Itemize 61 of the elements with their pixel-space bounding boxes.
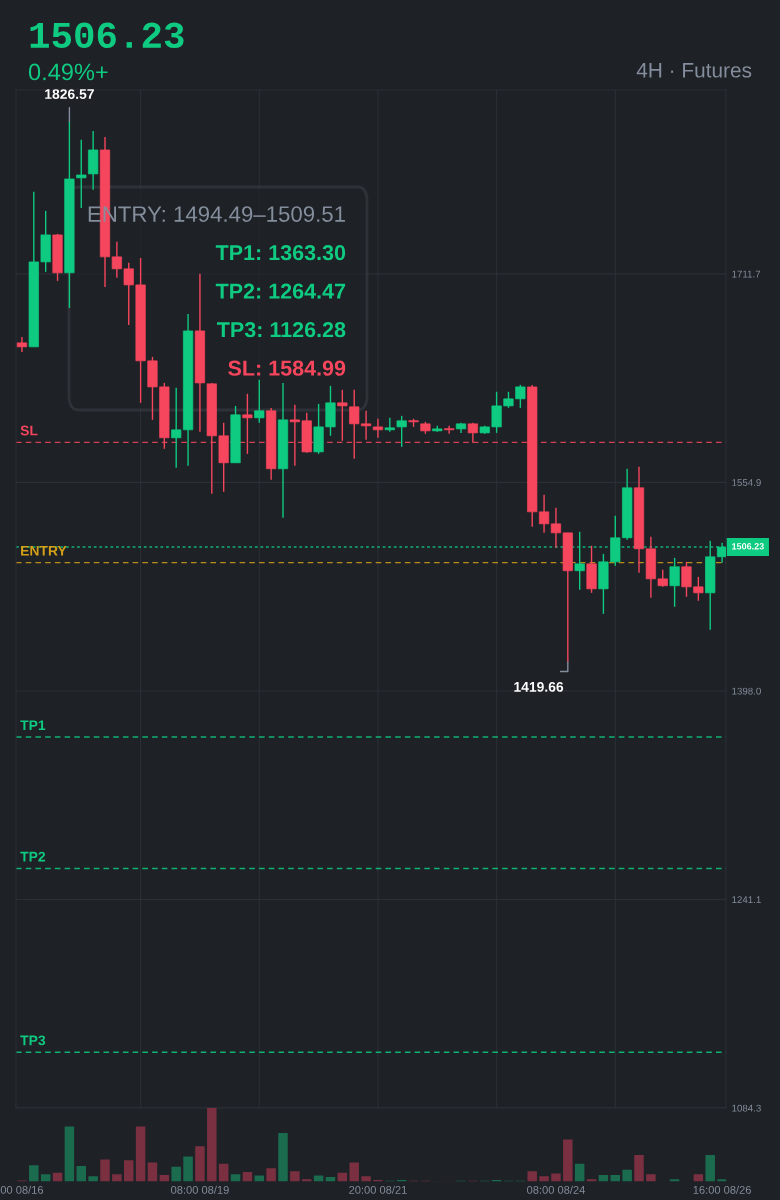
candlestick [372,418,384,439]
y-tick-label: 1398.0 [732,687,761,695]
bar [574,1163,585,1182]
bar [230,1174,241,1182]
y-tick-label: 1554.9 [732,479,761,486]
annotation: TP3: 1126.28 [216,322,346,338]
bar [290,1171,300,1182]
annotation: TP2: 1264.47 [215,283,346,299]
bar [349,1162,359,1182]
ref-line-label: TP3 [20,1035,46,1046]
bar [705,1155,715,1182]
bar [29,1165,39,1182]
annotation: 1419.66 [514,681,564,692]
candlestick [444,425,455,435]
bar [147,1162,158,1182]
ref-line-label: 1506.23 [732,543,764,550]
bar [40,1174,51,1182]
ref-line-label: TP2 [20,851,46,862]
bar [266,1168,276,1182]
candlestick [254,379,265,424]
bar [112,1174,122,1182]
annotation: 1826.57 [45,89,94,99]
x-tick-label: 08:00 08/19 [171,1185,229,1194]
chart-title: 1506.23 [30,22,184,49]
bar [100,1159,110,1182]
y-tick-label: 1084.3 [732,1104,761,1112]
chart-subtitle: 0.49%+ [28,63,108,81]
y-tick-label: 1241.1 [732,896,761,904]
bar [183,1156,193,1182]
bar [64,1126,75,1182]
text: 4H · Futures [636,63,752,78]
annotation: SL: 1584.99 [228,360,346,376]
x-tick-label: 00 08/16 [0,1185,44,1194]
candlestick [669,557,680,608]
bar [135,1126,146,1182]
x-tick-label: 16:00 08/26 [693,1185,751,1194]
ref-line-label: TP1 [20,720,46,731]
bar [218,1163,229,1182]
bar [634,1155,644,1182]
bar [717,1179,726,1182]
y-tick-label: 1711.7 [732,270,761,278]
x-tick-label: 20:00 08/21 [349,1185,407,1194]
bar [171,1166,181,1182]
bar [207,1108,217,1182]
x-tick-label: 08:00 08/24 [527,1185,585,1194]
bar [527,1171,537,1182]
bar [88,1176,98,1182]
bar [195,1146,205,1182]
bar [646,1174,656,1182]
bar [693,1174,704,1182]
ref-line-label: ENTRY [21,546,67,556]
bar [123,1160,134,1182]
annotation: TP1: 1363.30 [215,245,346,261]
bar [361,1176,371,1182]
bar [622,1169,632,1182]
bar [76,1166,87,1182]
ref-line-label: SL [20,425,38,436]
bar [539,1176,549,1182]
bar [278,1132,288,1182]
bar [563,1139,573,1182]
bar [551,1173,561,1182]
